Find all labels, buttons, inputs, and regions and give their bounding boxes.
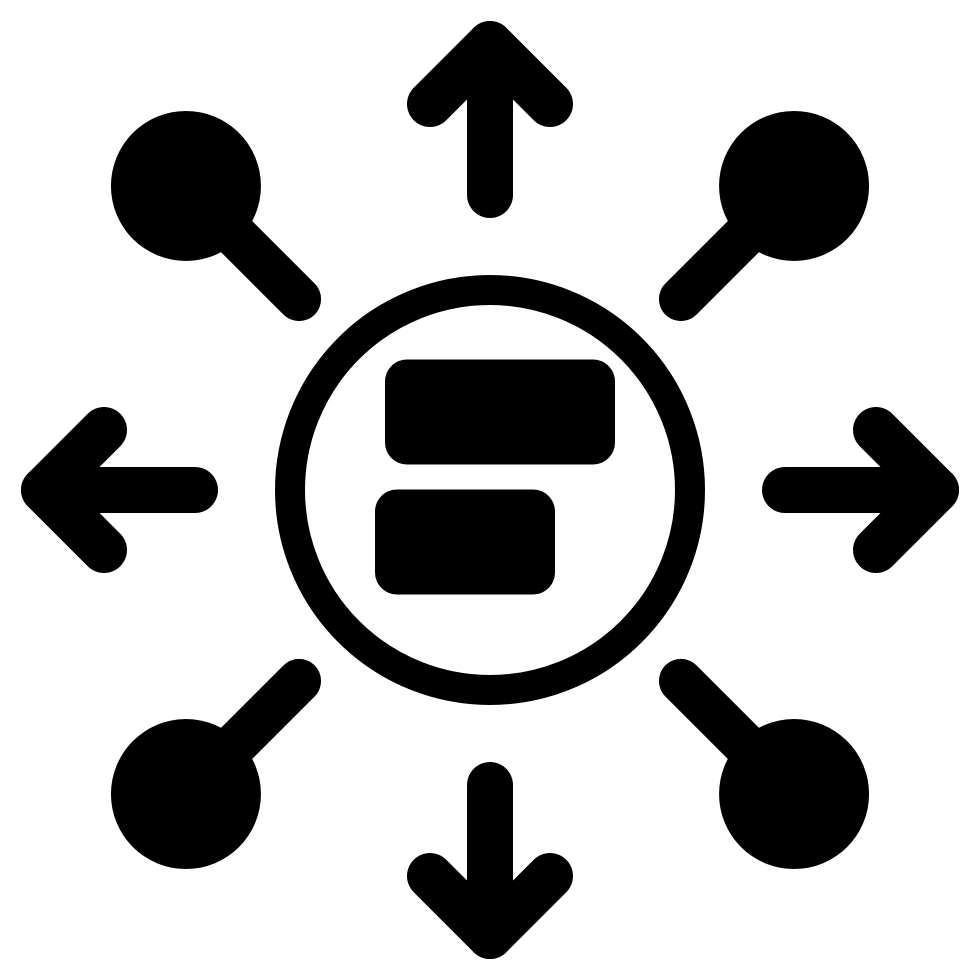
arrow-up xyxy=(430,44,550,195)
inner-block-top xyxy=(385,360,615,465)
pin-bottom-left xyxy=(80,628,352,900)
arrow-down xyxy=(430,785,550,936)
pin-top-right xyxy=(628,80,900,352)
pin-top-left xyxy=(80,80,352,352)
arrow-right xyxy=(785,430,936,550)
arrow-left xyxy=(44,430,195,550)
pin-bottom-right xyxy=(628,628,900,900)
data-distribution-hub-icon xyxy=(0,0,980,980)
inner-block-bottom xyxy=(375,490,555,595)
